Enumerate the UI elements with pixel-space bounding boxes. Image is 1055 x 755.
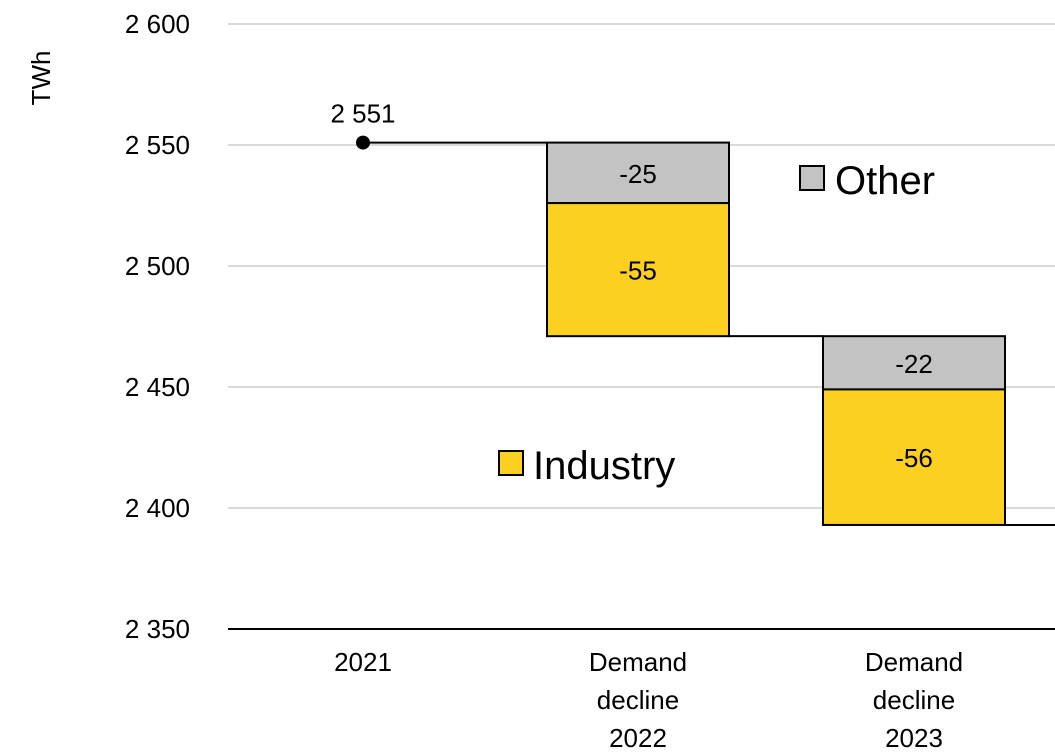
start-point-marker bbox=[356, 135, 370, 150]
legend-industry-swatch bbox=[498, 450, 524, 476]
x-tick-label: decline bbox=[873, 685, 955, 715]
x-tick-label: 2022 bbox=[609, 723, 667, 753]
bar-segment-other bbox=[822, 335, 1006, 391]
x-axis-tick-labels: 2021 Demand decline 2022 Demand decline 2023 bbox=[334, 647, 963, 753]
bar-segment-industry bbox=[546, 202, 730, 338]
y-tick-label: 2 400 bbox=[125, 493, 190, 523]
legend-other-swatch bbox=[799, 165, 825, 191]
legend-industry: Industry bbox=[498, 444, 675, 488]
start-value-label: 2 551 bbox=[330, 99, 395, 129]
bar-segment-other bbox=[546, 141, 730, 205]
y-axis-tick-labels: 2 350 2 400 2 450 2 500 2 550 2 600 bbox=[125, 9, 190, 644]
y-tick-label: 2 350 bbox=[125, 614, 190, 644]
legend-industry-label: Industry bbox=[533, 444, 675, 488]
legend-other-label: Other bbox=[835, 159, 935, 203]
x-tick-label: Demand bbox=[589, 647, 687, 677]
data-label: -22 bbox=[895, 349, 933, 379]
x-tick-label: Demand bbox=[865, 647, 963, 677]
bar-segment-industry bbox=[822, 388, 1006, 526]
x-tick-label: 2021 bbox=[334, 647, 392, 677]
y-tick-label: 2 550 bbox=[125, 130, 190, 160]
y-tick-label: 2 500 bbox=[125, 251, 190, 281]
y-tick-label: 2 450 bbox=[125, 372, 190, 402]
data-label: -25 bbox=[619, 159, 657, 189]
y-axis-label: TWh bbox=[26, 51, 56, 106]
data-label: -55 bbox=[619, 256, 657, 286]
y-tick-label: 2 600 bbox=[125, 9, 190, 39]
bars: -25 -55 -22 -56 bbox=[546, 141, 1006, 526]
x-tick-label: decline bbox=[597, 685, 679, 715]
data-label: -56 bbox=[895, 443, 933, 473]
x-tick-label: 2023 bbox=[885, 723, 943, 753]
start-point: 2 551 bbox=[330, 99, 396, 150]
legend-other: Other bbox=[799, 159, 935, 203]
connector-lines bbox=[363, 141, 1055, 526]
